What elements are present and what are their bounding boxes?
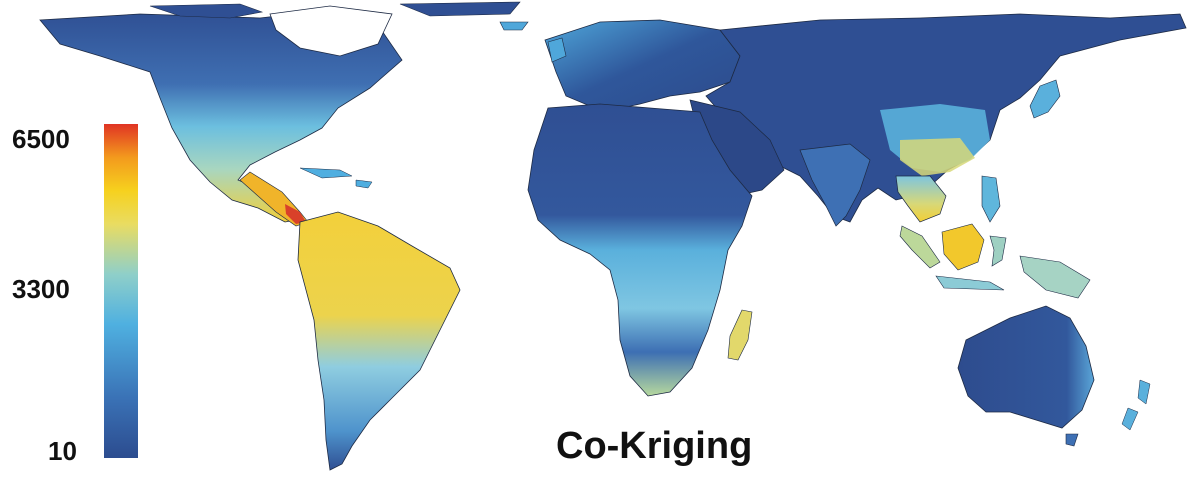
new-zealand-region bbox=[1121, 379, 1151, 431]
new-guinea-region bbox=[1019, 255, 1091, 299]
australia-region bbox=[957, 305, 1095, 429]
south-america-region bbox=[297, 211, 461, 471]
sulawesi-region bbox=[989, 235, 1007, 267]
map-title: Co-Kriging bbox=[556, 425, 753, 467]
india-region bbox=[799, 143, 871, 227]
legend-colorbar bbox=[104, 124, 138, 458]
europe-region bbox=[544, 19, 741, 111]
uk-region bbox=[499, 21, 567, 63]
legend-mid-label: 3300 bbox=[12, 274, 70, 304]
madagascar-region bbox=[727, 309, 753, 361]
tasmania-region bbox=[1065, 433, 1079, 447]
costa-rica-hotspot bbox=[285, 204, 306, 224]
java-region bbox=[935, 275, 1005, 291]
caribbean-islands bbox=[299, 167, 373, 189]
japan-region bbox=[1029, 79, 1061, 119]
southeast-asia-region bbox=[895, 175, 947, 223]
philippines-region bbox=[981, 175, 1001, 223]
africa-region bbox=[527, 103, 753, 397]
arctic-islands bbox=[149, 1, 521, 19]
borneo-region bbox=[941, 223, 985, 271]
legend-min-label: 10 bbox=[48, 436, 77, 466]
south-china-region bbox=[900, 138, 975, 176]
sumatra-region bbox=[899, 225, 941, 269]
greenland-region bbox=[269, 5, 393, 57]
legend-max-label: 6500 bbox=[12, 124, 70, 154]
